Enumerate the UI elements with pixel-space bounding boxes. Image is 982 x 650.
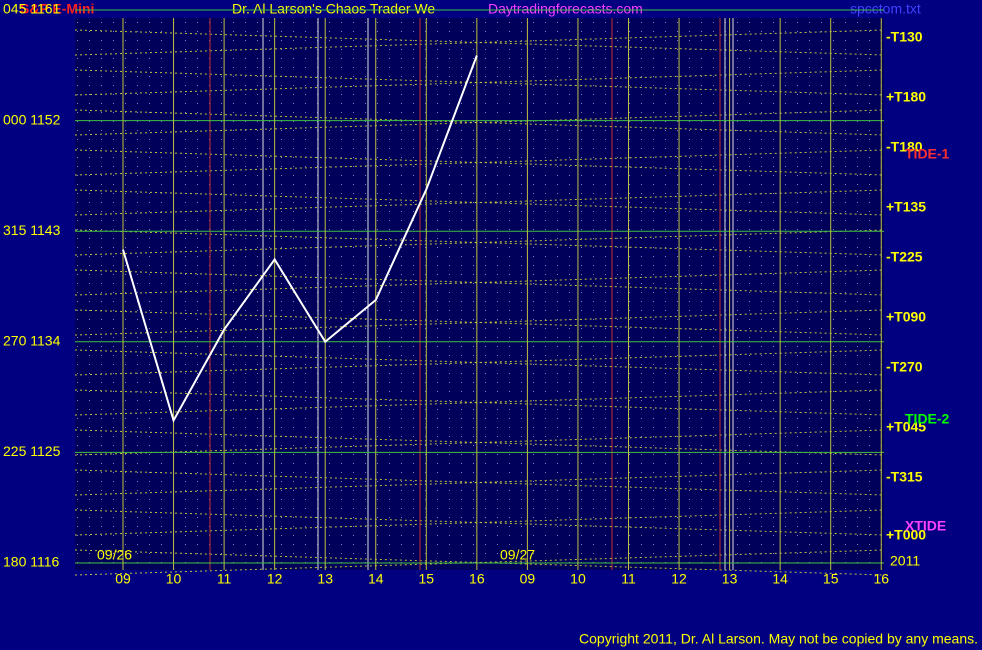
site: Daytradingforecasts.com: [488, 1, 643, 17]
date-label: 09/27: [500, 547, 535, 563]
right-label: TIDE-2: [905, 411, 950, 427]
y-tick-label: 180 1116: [3, 554, 60, 570]
x-tick-label: 11: [217, 571, 232, 587]
x-tick-label: 12: [671, 571, 687, 587]
file: spcctom.txt: [850, 1, 921, 17]
x-tick-label: 09: [520, 571, 536, 587]
x-tick-label: 16: [873, 571, 889, 587]
decoration: [74, 18, 885, 576]
copyright: Copyright 2011, Dr. Al Larson. May not b…: [579, 631, 978, 647]
x-tick-label: 13: [317, 571, 333, 587]
x-tick-label: 10: [570, 571, 586, 587]
right-label: +T000: [886, 527, 926, 543]
right-label: XTIDE: [905, 518, 946, 534]
price-line: [122, 55, 478, 424]
x-tick-label: 10: [166, 571, 182, 587]
x-tick-label: 13: [722, 571, 738, 587]
right-label: +T045: [886, 419, 926, 435]
x-tick-label: 09: [115, 571, 131, 587]
y-tick-label: 045 1161: [3, 1, 61, 17]
plot-dots: [75, 18, 884, 570]
y-tick-label: 315 1143: [3, 222, 61, 238]
year: 2011: [890, 553, 920, 569]
right-label: +T090: [886, 309, 926, 325]
right-label: +T180: [886, 89, 926, 105]
y-tick-label: 225 1125: [3, 443, 61, 459]
x-tick-label: 14: [368, 571, 384, 587]
right-label: -T270: [886, 359, 923, 375]
y-tick-label: 270 1134: [3, 333, 61, 349]
right-label: -T315: [886, 469, 923, 485]
instrument: S&P E-Mini: [20, 1, 94, 17]
right-label: +T135: [886, 199, 926, 215]
right-label: -T130: [886, 29, 923, 45]
x-tick-label: 12: [267, 571, 283, 587]
x-tick-label: 15: [823, 571, 839, 587]
right-label: -T225: [886, 249, 923, 265]
x-tick-label: 14: [772, 571, 788, 587]
y-tick-label: 000 1152: [3, 111, 61, 127]
chart-title: Dr. Al Larson's Chaos Trader We: [232, 1, 435, 17]
x-tick-label: 15: [419, 571, 435, 587]
x-tick-label: 11: [621, 571, 636, 587]
right-label: TIDE-1: [905, 146, 950, 162]
right-label: -T180: [886, 139, 923, 155]
x-tick-label: 16: [469, 571, 485, 587]
date-label: 09/26: [97, 547, 132, 563]
